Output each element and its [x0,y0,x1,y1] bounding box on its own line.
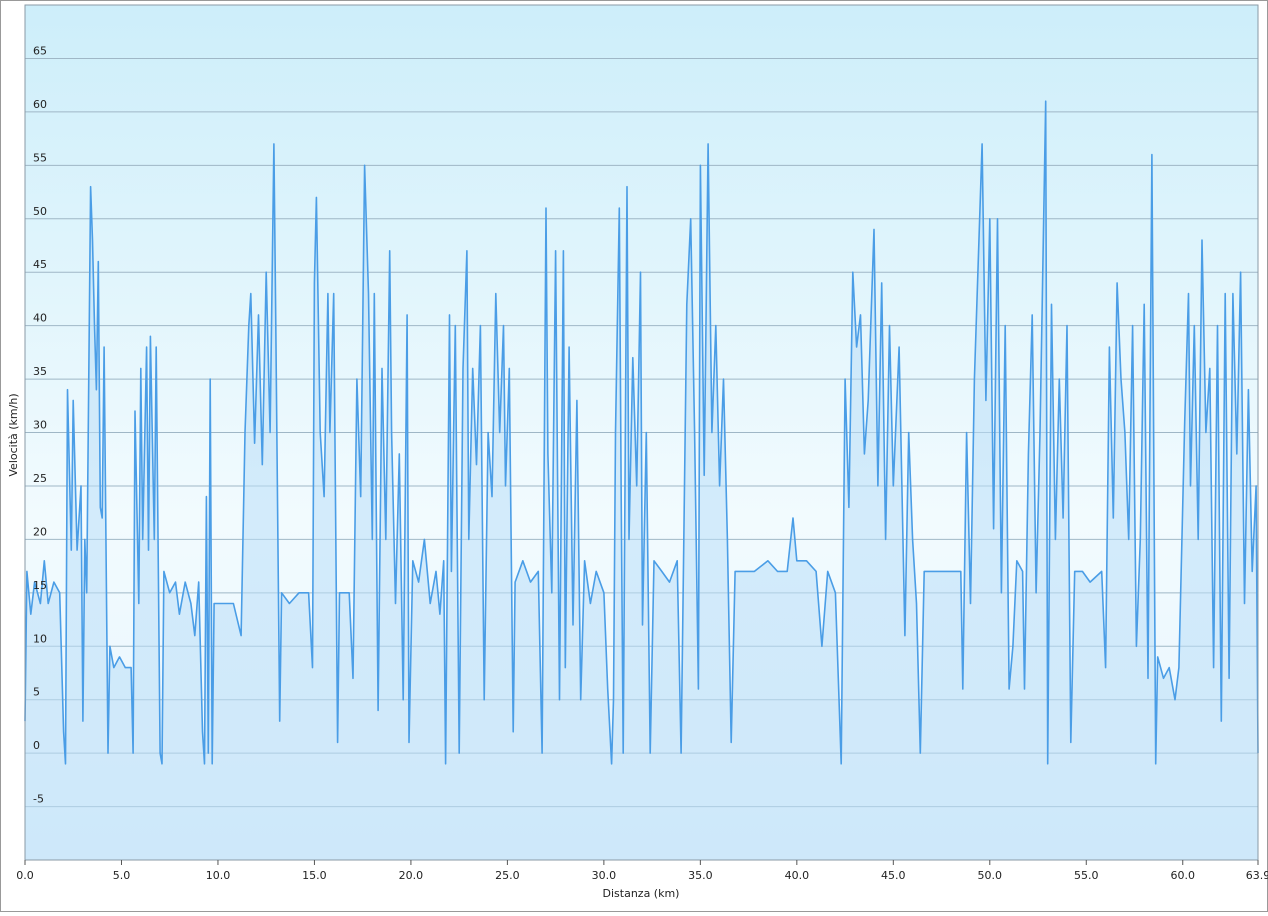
series [24,100,1259,860]
y-tick-label: 10 [33,632,47,645]
x-tick-label: 45.0 [881,869,906,882]
y-tick-label: 25 [33,472,47,485]
plot-border [24,4,1259,861]
y-tick-label: 15 [33,579,47,592]
y-tick-label: 40 [33,312,47,325]
x-tick-label: 60.0 [1170,869,1195,882]
x-tick-label: 25.0 [495,869,520,882]
x-tick-label: 20.0 [399,869,424,882]
y-tick-label: 50 [33,205,47,218]
y-tick-label: 35 [33,365,47,378]
y-tick-label: 20 [33,525,47,538]
y-tick-label: 45 [33,258,47,271]
x-tick-label: 15.0 [302,869,327,882]
x-tick-label: 30.0 [592,869,617,882]
y-tick-label: 65 [33,44,47,57]
x-tick-label: 40.0 [785,869,810,882]
x-tick-label: 0.0 [16,869,34,882]
x-tick-label: 5.0 [113,869,131,882]
y-tick-label: 55 [33,151,47,164]
y-axis-title: Velocità (km/h) [7,393,20,476]
y-tick-label: 0 [33,739,40,752]
y-tick-label: 30 [33,419,47,432]
y-tick-label: 5 [33,686,40,699]
y-tick-label: 60 [33,98,47,111]
x-tick-label: 50.0 [978,869,1003,882]
labels: -5 0 5 10 15 20 25 30 35 40 45 50 55 60 65 0.0 5.0 10.0 15… [16,44,1268,882]
line [24,100,1259,765]
x-axis-title: Distanza (km) [603,887,680,900]
x-tick-label: 35.0 [688,869,713,882]
x-tick-label: 63.9 [1246,869,1268,882]
y-tick-label: -5 [33,793,44,806]
x-tick-label: 55.0 [1074,869,1099,882]
x-tick-label: 10.0 [206,869,231,882]
